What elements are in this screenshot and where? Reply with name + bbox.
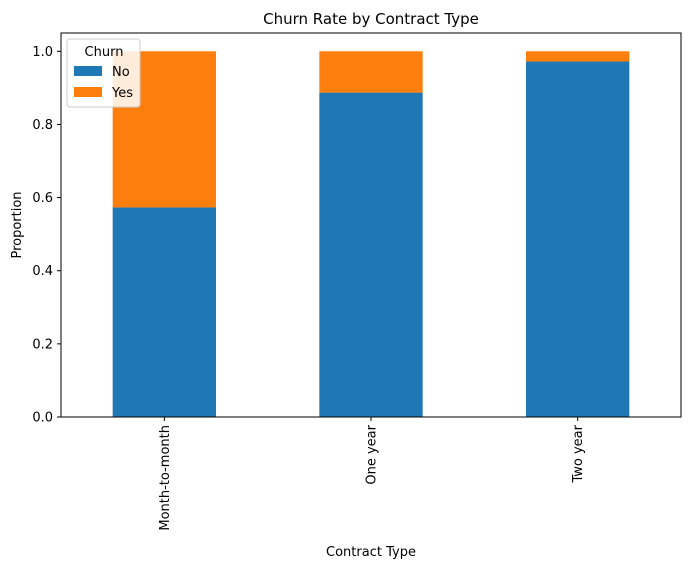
legend: Churn No Yes [66, 38, 141, 108]
bar-no-month-to-month [112, 207, 216, 417]
y-tick-label: 0.0 [32, 411, 53, 426]
y-axis: 0.0 0.2 0.4 0.6 0.8 1.0 [32, 45, 61, 426]
y-tick-label: 0.4 [32, 264, 53, 279]
bars-group [112, 51, 630, 418]
y-tick-label: 0.8 [32, 118, 53, 133]
bar-no-two-year [526, 61, 630, 417]
legend-swatch-yes [74, 87, 102, 97]
bar-yes-two-year [526, 51, 630, 62]
y-axis-label: Proportion [10, 191, 25, 258]
legend-label-no: No [112, 65, 130, 80]
x-tick-label: Two year [571, 424, 586, 483]
y-tick-label: 1.0 [32, 45, 53, 60]
x-tick-label: One year [365, 424, 380, 484]
legend-label-yes: Yes [111, 86, 133, 101]
x-tick-label: Month-to-month [158, 425, 173, 531]
bar-yes-one-year [319, 51, 423, 93]
legend-swatch-no [74, 66, 102, 76]
chart-title: Churn Rate by Contract Type [263, 10, 479, 28]
bar-no-one-year [319, 92, 423, 418]
x-axis-label: Contract Type [326, 545, 416, 560]
y-tick-label: 0.6 [32, 191, 53, 206]
x-axis: Month-to-month One year Two year [158, 417, 586, 531]
legend-title: Churn [85, 45, 124, 60]
y-tick-label: 0.2 [32, 337, 53, 352]
